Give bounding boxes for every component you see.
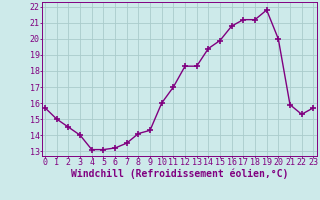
- X-axis label: Windchill (Refroidissement éolien,°C): Windchill (Refroidissement éolien,°C): [70, 168, 288, 179]
